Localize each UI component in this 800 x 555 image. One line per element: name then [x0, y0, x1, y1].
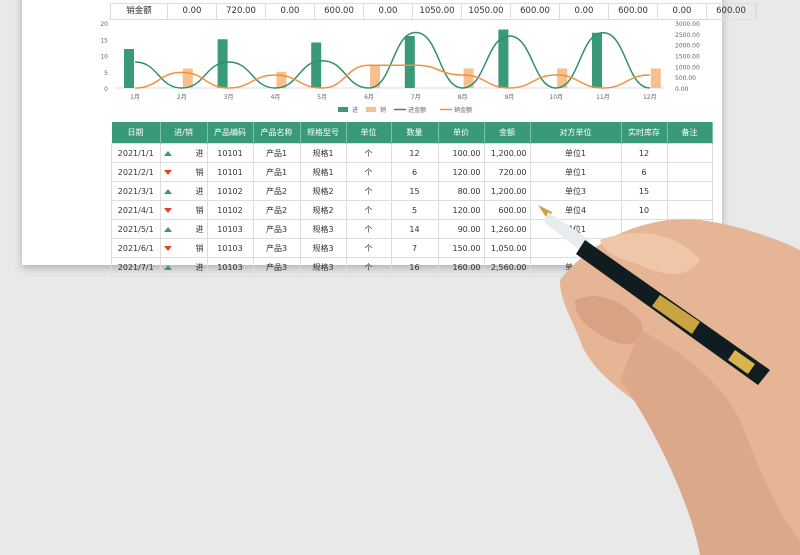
- legend-label: 销: [380, 106, 386, 114]
- bar-进: [217, 39, 228, 88]
- y-right-tick: 1500.00: [675, 54, 700, 61]
- column-header[interactable]: 数量: [391, 122, 439, 144]
- column-header[interactable]: 对方单位: [530, 122, 622, 144]
- summary-value: 0.00: [168, 4, 217, 19]
- arrow-up-icon: [163, 226, 172, 232]
- x-tick-label: 4月: [270, 94, 280, 101]
- x-tick-label: 3月: [224, 94, 234, 101]
- direction-label: 进: [195, 148, 204, 158]
- summary-value: 0.00: [266, 4, 315, 19]
- table-row: 2021/1/1 进 10101 产品1 规格1 个 12 100.00 1,200.00 单位1…: [111, 143, 713, 163]
- x-tick-label: 8月: [458, 94, 468, 101]
- x-tick-label: 10月: [549, 94, 563, 101]
- arrow-down-icon: [163, 207, 172, 213]
- bar-销: [650, 68, 661, 88]
- y-right-tick: 2500.00: [675, 32, 700, 39]
- bar-进: [592, 32, 602, 88]
- column-header[interactable]: 产品名称: [253, 122, 301, 144]
- arrow-down-icon: [163, 169, 172, 175]
- summary-value: 1050.00: [413, 4, 462, 19]
- x-tick-label: 6月: [364, 94, 374, 101]
- bar-销: [182, 68, 193, 88]
- column-header[interactable]: 产品编码: [207, 122, 254, 144]
- cell[interactable]: 销: [159, 238, 208, 258]
- arrow-down-icon: [163, 245, 172, 251]
- column-header[interactable]: 进/销: [160, 122, 208, 144]
- bar-进: [404, 36, 415, 88]
- column-header[interactable]: 实时库存: [621, 122, 668, 144]
- column-header[interactable]: 日期: [111, 122, 161, 144]
- y-right-tick: 3000.00: [675, 21, 700, 28]
- bar-进: [124, 49, 134, 88]
- x-tick-label: 2月: [177, 94, 187, 101]
- legend-swatch: [338, 107, 348, 112]
- inventory-chart: 0 5 10 15 20 0.00 500.00 1000.00 1500.00 2000.00 2…: [100, 21, 700, 114]
- direction-label: 进: [195, 186, 204, 196]
- cell[interactable]: 规格3: [299, 257, 347, 277]
- direction-label: 销: [195, 205, 204, 215]
- legend-label: 销金额: [454, 106, 472, 114]
- x-tick-label: 7月: [411, 94, 421, 101]
- summary-value: 600.00: [511, 4, 560, 19]
- summary-label: 销金额: [111, 4, 168, 19]
- summary-value: 600.00: [315, 4, 364, 19]
- x-tick-label: 9月: [504, 94, 514, 101]
- arrow-up-icon: [163, 188, 172, 194]
- arrow-up-icon: [163, 264, 172, 270]
- x-tick-label: 11月: [596, 94, 610, 101]
- legend-swatch: [366, 107, 376, 112]
- cell[interactable]: 销: [159, 200, 208, 220]
- y-right-tick: 0.00: [675, 86, 689, 93]
- column-header[interactable]: 备注: [667, 122, 713, 144]
- fountain-pen: [538, 205, 770, 385]
- y-right-tick: 500.00: [675, 75, 696, 82]
- bar-销: [557, 68, 568, 88]
- summary-value: 600.00: [707, 4, 756, 19]
- summary-value: 0.00: [560, 4, 609, 19]
- sales-amount-summary-row: 销金额 0.00 720.00 0.00 600.00 0.00 1050.00 1050.…: [110, 3, 757, 20]
- summary-value: 600.00: [609, 4, 658, 19]
- cell[interactable]: 产品3: [252, 257, 301, 277]
- column-header[interactable]: 单位: [346, 122, 392, 144]
- bar-销: [370, 65, 380, 88]
- bar-销: [276, 71, 287, 88]
- y-right-tick: 2000.00: [675, 43, 700, 50]
- summary-value: 1050.00: [462, 4, 511, 19]
- y-left-tick: 15: [100, 37, 108, 44]
- x-tick-label: 12月: [643, 94, 657, 101]
- y-left-tick: 20: [100, 21, 108, 28]
- y-right-tick: 1000.00: [675, 64, 700, 71]
- bar-销: [463, 68, 474, 88]
- y-left-tick: 0: [104, 86, 108, 93]
- direction-label: 进: [195, 262, 204, 272]
- legend-label: 进金额: [408, 106, 426, 114]
- summary-value: 0.00: [364, 4, 413, 19]
- column-header[interactable]: 规格型号: [300, 122, 347, 144]
- inventory-table: 日期 进/销 产品编码 产品名称 规格型号 单位 数量 单价 金额 对方单位 实时库存 备注 2021/…: [111, 122, 713, 277]
- arrow-up-icon: [163, 150, 172, 156]
- legend-label: 进: [352, 106, 358, 114]
- line-销金额: [134, 64, 650, 89]
- bar-进: [498, 29, 509, 88]
- x-tick-label: 1月: [130, 94, 140, 101]
- direction-label: 销: [195, 167, 204, 177]
- column-header[interactable]: 金额: [484, 122, 531, 144]
- direction-label: 进: [195, 224, 204, 234]
- summary-value: 0.00: [658, 4, 707, 19]
- y-left-tick: 5: [104, 70, 108, 77]
- bar-进: [311, 42, 322, 88]
- summary-value: 720.00: [217, 4, 266, 19]
- x-tick-label: 5月: [317, 94, 327, 101]
- direction-label: 销: [195, 243, 204, 253]
- y-left-tick: 10: [100, 54, 108, 61]
- column-header[interactable]: 单价: [438, 122, 485, 144]
